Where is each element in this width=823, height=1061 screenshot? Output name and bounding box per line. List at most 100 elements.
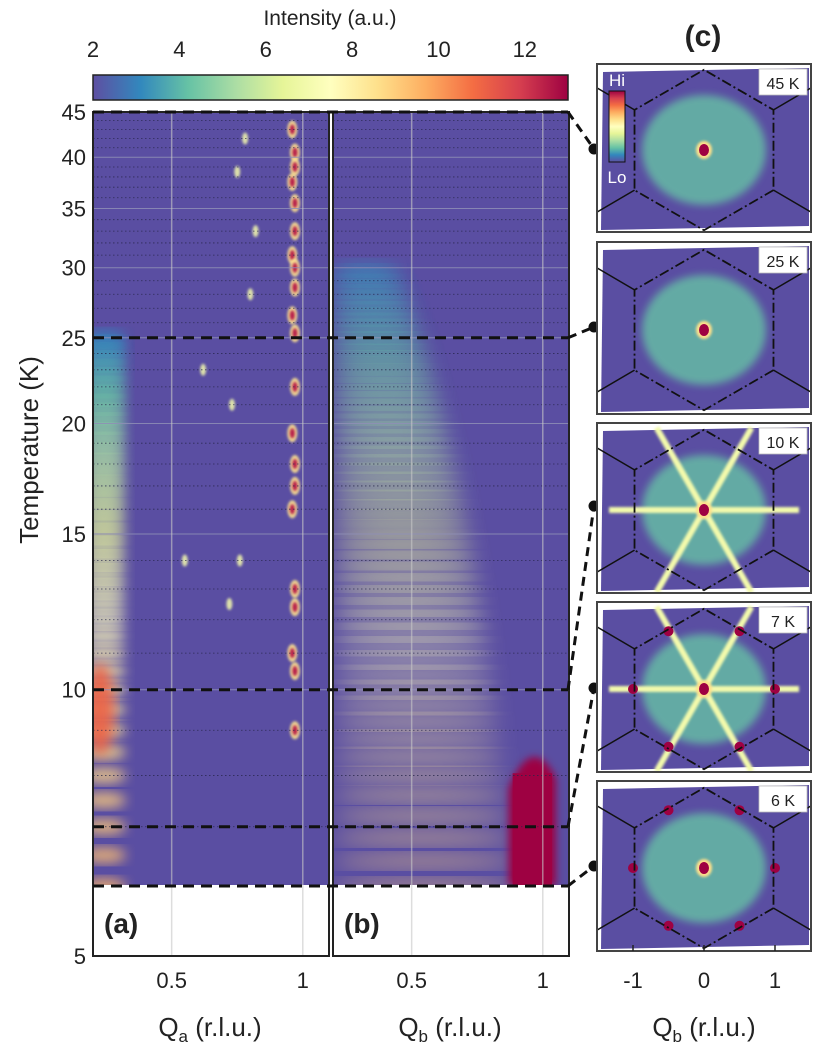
panel-c-maps: 45 K 25 K 10 K 7 K 6 K Hi Lo bbox=[596, 63, 812, 952]
colorbar-tick-label: 10 bbox=[426, 37, 450, 62]
colorbar-tick-label: 12 bbox=[513, 37, 537, 62]
panel-c-tag: (c) bbox=[685, 20, 722, 53]
heat-blob bbox=[333, 600, 486, 615]
heat-blob bbox=[93, 645, 127, 662]
panel-c-x-label-sub: b bbox=[673, 1027, 682, 1046]
y-axis-label: Temperature (K) bbox=[14, 356, 44, 544]
y-tick-label: 35 bbox=[62, 197, 86, 222]
q-map-temperature-label: 7 K bbox=[771, 614, 795, 631]
temperature-markers bbox=[93, 110, 600, 888]
y-axis-ticks: 45 40 35 30 25 20 15 10 5 bbox=[62, 100, 99, 969]
panel-a-x-gridlines bbox=[170, 112, 304, 956]
heat-blob bbox=[333, 768, 507, 783]
heat-blob bbox=[333, 830, 513, 845]
q-map-bragg-peak bbox=[734, 805, 745, 816]
heat-blob bbox=[292, 458, 298, 469]
panel-a-x-ticks: 0.5 1 bbox=[156, 968, 309, 993]
panel-b-x-ticks: 0.5 1 bbox=[396, 968, 549, 993]
panel-c: (c) 45 K 25 K 10 K 7 K 6 K Hi Lo -1 0 1 Qb (r.l.… bbox=[596, 20, 812, 1046]
q-map-center-peak bbox=[699, 504, 709, 516]
colorbar-tick-label: 2 bbox=[87, 37, 99, 62]
q-map-label-box bbox=[758, 427, 808, 455]
q-map-label-box bbox=[758, 246, 808, 274]
heat-blob bbox=[93, 767, 127, 784]
q-map-zone-edge bbox=[597, 189, 635, 213]
panel-a-spots bbox=[181, 120, 300, 740]
q-map-4 bbox=[597, 602, 811, 772]
panel-b-frame bbox=[332, 111, 570, 957]
colorbar-gradient bbox=[92, 74, 569, 101]
heat-blob bbox=[333, 521, 472, 536]
heat-blob bbox=[333, 667, 495, 682]
heat-blob bbox=[333, 542, 476, 557]
heat-blob bbox=[93, 611, 127, 628]
heat-blob bbox=[93, 513, 127, 530]
heat-blob bbox=[289, 504, 295, 515]
q-map-zone-edge bbox=[597, 728, 635, 752]
panel-a-gridlines bbox=[93, 112, 329, 828]
panel-c-x-label-unit: (r.l.u.) bbox=[682, 1012, 756, 1042]
heat-blob bbox=[289, 310, 295, 321]
heat-blob bbox=[292, 602, 298, 613]
heat-blob bbox=[93, 552, 127, 569]
heat-blob bbox=[292, 666, 298, 677]
q-map-label-box bbox=[758, 785, 808, 813]
heat-blob bbox=[292, 198, 298, 209]
x-tick-label: 1 bbox=[537, 968, 549, 993]
colorbar: Intensity (a.u.) 2 4 6 8 10 12 bbox=[87, 7, 569, 101]
x-tick-label: 1 bbox=[297, 968, 309, 993]
panel-b-x-label-sub: b bbox=[419, 1027, 428, 1046]
saturated-peak-core bbox=[512, 773, 552, 885]
heat-blob bbox=[333, 854, 515, 869]
heat-blob bbox=[289, 648, 295, 659]
heat-blob bbox=[93, 847, 127, 864]
panel-c-tick-label: 1 bbox=[769, 968, 781, 993]
heat-blob bbox=[226, 598, 233, 611]
q-map-zone-edge bbox=[597, 447, 635, 471]
heat-blob bbox=[292, 147, 298, 158]
panel-c-tick-label: -1 bbox=[623, 968, 643, 993]
q-map-bragg-peak bbox=[663, 920, 674, 931]
heat-blob bbox=[292, 480, 298, 491]
heat-blob bbox=[333, 564, 480, 579]
panel-b-x-label: Qb (r.l.u.) bbox=[398, 1012, 501, 1046]
q-map-zone-edge bbox=[773, 907, 811, 931]
heat-blob bbox=[292, 583, 298, 594]
q-map-center-peak bbox=[699, 324, 709, 336]
temperature-connector bbox=[566, 687, 596, 828]
heat-blob bbox=[93, 663, 114, 756]
panel-a-label-area bbox=[93, 885, 329, 956]
heat-blob bbox=[93, 877, 126, 885]
panel-a-x-label-unit: (r.l.u.) bbox=[188, 1012, 262, 1042]
heat-blob bbox=[289, 177, 295, 188]
q-map-temperature-label: 6 K bbox=[771, 793, 795, 810]
inset-colorbar-hi: Hi bbox=[609, 71, 625, 90]
y-tick-label: 20 bbox=[62, 411, 86, 436]
y-tick-label: 25 bbox=[62, 326, 86, 351]
q-map-zone-edge bbox=[773, 728, 811, 752]
q-map-zone-edge bbox=[597, 549, 635, 573]
panel-a-x-label-sub: a bbox=[179, 1027, 189, 1046]
q-map-zone-edge bbox=[597, 805, 635, 829]
panel-b-x-label-main: Q bbox=[398, 1012, 418, 1042]
panel-c-x-label: Qb (r.l.u.) bbox=[652, 1012, 755, 1046]
q-map-bragg-peak bbox=[663, 626, 674, 637]
q-map-temperature-label: 25 K bbox=[767, 254, 800, 271]
colorbar-tick-label: 6 bbox=[260, 37, 272, 62]
q-map-temperature-label: 45 K bbox=[767, 76, 800, 93]
heat-blob bbox=[333, 788, 509, 803]
heat-blob bbox=[289, 428, 295, 439]
q-map-1 bbox=[597, 64, 811, 232]
heat-blob bbox=[289, 124, 295, 135]
panel-a: (a) 0.5 1 Qa (r.l.u.) bbox=[92, 111, 330, 1046]
heat-blob bbox=[333, 731, 503, 746]
heat-blob bbox=[93, 628, 127, 645]
heat-blob bbox=[93, 596, 127, 613]
heat-blob bbox=[333, 532, 474, 547]
colorbar-tick-label: 4 bbox=[173, 37, 185, 62]
panel-a-background bbox=[93, 112, 329, 885]
heat-blob bbox=[93, 580, 127, 597]
temperature-connector bbox=[567, 864, 595, 888]
heat-blob bbox=[292, 328, 298, 339]
